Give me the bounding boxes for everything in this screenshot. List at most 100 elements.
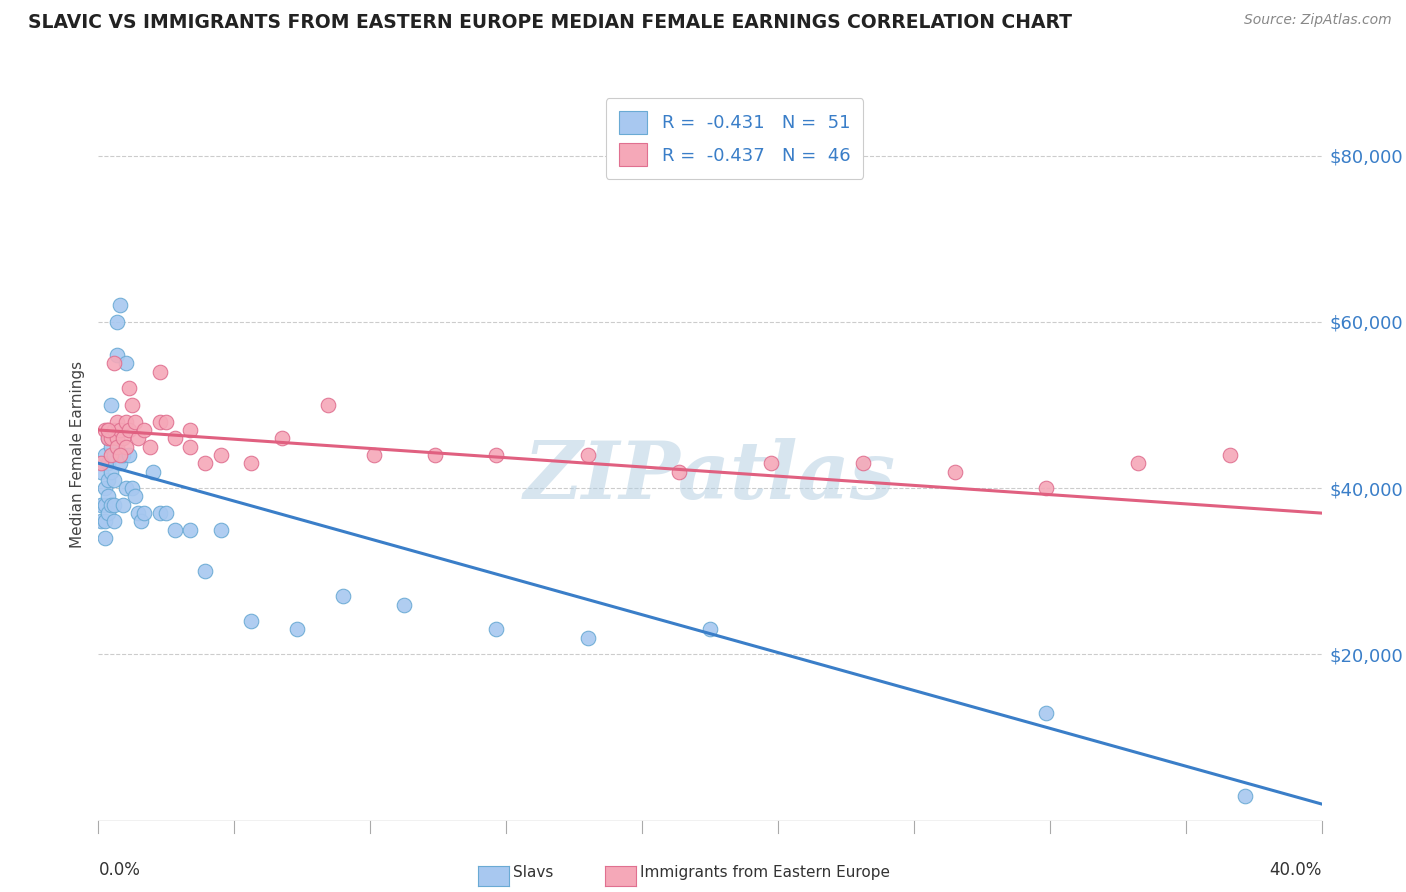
Point xyxy=(100,465,122,479)
Point xyxy=(240,614,263,628)
Point xyxy=(93,448,115,462)
Point xyxy=(105,348,128,362)
Point xyxy=(149,506,172,520)
Point xyxy=(134,506,156,520)
Point xyxy=(139,440,162,454)
Point xyxy=(118,381,141,395)
Point xyxy=(423,448,446,462)
Point xyxy=(270,431,292,445)
Text: Slavs: Slavs xyxy=(513,865,554,880)
Point xyxy=(852,456,875,470)
Point xyxy=(97,431,120,445)
Point xyxy=(115,415,138,429)
Point xyxy=(108,423,131,437)
Point xyxy=(240,456,263,470)
Point xyxy=(103,448,125,462)
Point xyxy=(1234,789,1257,803)
Point xyxy=(100,498,122,512)
Point xyxy=(576,448,599,462)
Point xyxy=(163,431,186,445)
Point xyxy=(285,623,308,637)
Point xyxy=(485,448,508,462)
Point xyxy=(93,515,115,529)
Point xyxy=(90,515,112,529)
Point xyxy=(115,357,138,371)
Text: SLAVIC VS IMMIGRANTS FROM EASTERN EUROPE MEDIAN FEMALE EARNINGS CORRELATION CHAR: SLAVIC VS IMMIGRANTS FROM EASTERN EUROPE… xyxy=(28,13,1073,32)
Point xyxy=(485,623,508,637)
Text: 0.0%: 0.0% xyxy=(98,861,141,879)
Point xyxy=(97,456,120,470)
Point xyxy=(105,440,128,454)
Point xyxy=(108,456,131,470)
Point xyxy=(93,498,115,512)
Point xyxy=(194,564,217,578)
Point xyxy=(105,431,128,445)
Point xyxy=(332,589,354,603)
Point xyxy=(134,423,156,437)
Point xyxy=(93,531,115,545)
Point xyxy=(111,431,134,445)
Point xyxy=(129,515,152,529)
Text: 40.0%: 40.0% xyxy=(1270,861,1322,879)
Point xyxy=(759,456,782,470)
Point xyxy=(118,423,141,437)
Point xyxy=(124,490,146,504)
Point xyxy=(100,440,122,454)
Point xyxy=(179,440,201,454)
Point xyxy=(163,523,186,537)
Point xyxy=(127,431,149,445)
Point xyxy=(699,623,721,637)
Text: ZIPatlas: ZIPatlas xyxy=(524,438,896,516)
Point xyxy=(103,473,125,487)
Point xyxy=(100,431,122,445)
Legend: R =  -0.431   N =  51, R =  -0.437   N =  46: R = -0.431 N = 51, R = -0.437 N = 46 xyxy=(606,98,863,179)
Point xyxy=(209,448,232,462)
Point xyxy=(668,465,690,479)
Point xyxy=(155,415,177,429)
Point xyxy=(100,448,122,462)
Point xyxy=(111,498,134,512)
Point xyxy=(118,448,141,462)
Point xyxy=(90,456,112,470)
Point xyxy=(97,506,120,520)
Point xyxy=(121,398,143,412)
Text: Source: ZipAtlas.com: Source: ZipAtlas.com xyxy=(1244,13,1392,28)
Point xyxy=(97,473,120,487)
Point xyxy=(105,415,128,429)
Point xyxy=(90,498,112,512)
Point xyxy=(115,481,138,495)
Point xyxy=(209,523,232,537)
Point xyxy=(105,315,128,329)
Point xyxy=(97,423,120,437)
Point xyxy=(90,465,112,479)
Point xyxy=(1128,456,1150,470)
Point xyxy=(103,498,125,512)
Point xyxy=(124,415,146,429)
Point xyxy=(108,298,131,312)
Point xyxy=(576,631,599,645)
Point xyxy=(1035,481,1057,495)
Point xyxy=(149,415,172,429)
Point xyxy=(103,357,125,371)
Point xyxy=(194,456,217,470)
Point xyxy=(121,481,143,495)
Point xyxy=(103,423,125,437)
Point xyxy=(93,423,115,437)
Point xyxy=(943,465,966,479)
Point xyxy=(115,440,138,454)
Point xyxy=(127,506,149,520)
Text: Immigrants from Eastern Europe: Immigrants from Eastern Europe xyxy=(640,865,890,880)
Point xyxy=(97,431,120,445)
Point xyxy=(179,423,201,437)
Point xyxy=(149,365,172,379)
Point xyxy=(93,481,115,495)
Point xyxy=(179,523,201,537)
Point xyxy=(1035,706,1057,720)
Point xyxy=(142,465,165,479)
Point xyxy=(100,398,122,412)
Point xyxy=(1219,448,1241,462)
Point xyxy=(97,490,120,504)
Point xyxy=(155,506,177,520)
Point xyxy=(103,515,125,529)
Point xyxy=(316,398,339,412)
